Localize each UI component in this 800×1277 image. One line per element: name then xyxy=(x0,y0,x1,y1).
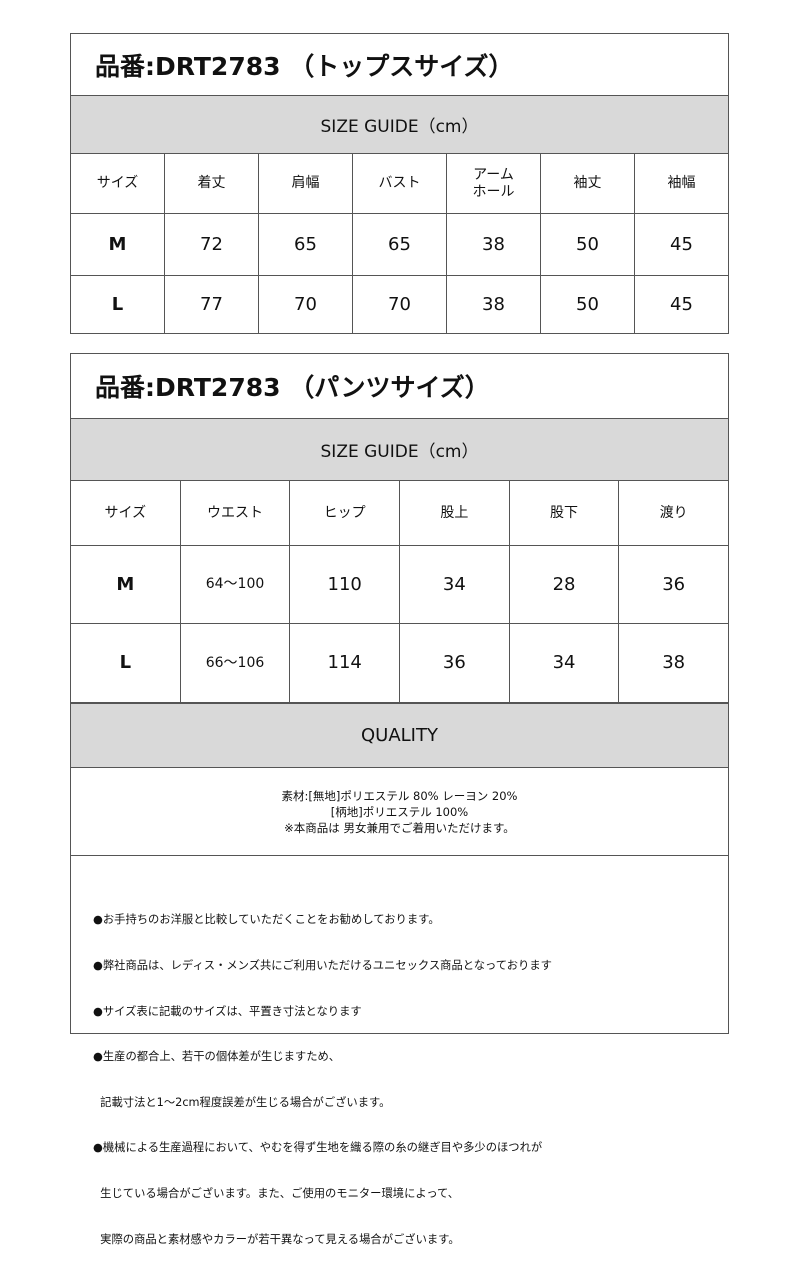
notes: ●お手持ちのお洋服と比較していただくことをお勧めしております。 ●弊社商品は、レ… xyxy=(71,856,728,1277)
note-line: 記載寸法と1～2cm程度誤差が生じる場合がございます。 xyxy=(93,1095,391,1109)
note-line: ●弊社商品は、レディス・メンズ共にご利用いただけるユニセックス商品となっておりま… xyxy=(93,959,552,973)
table-cell: 38 xyxy=(447,276,541,334)
pants-title: 品番:DRT2783 （パンツサイズ） xyxy=(71,354,728,419)
note-line: 生じている場合がございます。また、ご使用のモニター環境によって、 xyxy=(93,1187,460,1201)
header-cell: バスト xyxy=(353,154,447,213)
table-cell: 114 xyxy=(290,624,401,702)
header-cell: アーム ホール xyxy=(447,154,541,213)
table-cell: 36 xyxy=(662,573,686,595)
pants-size-table: 品番:DRT2783 （パンツサイズ） SIZE GUIDE（cm） サイズ ウ… xyxy=(70,353,729,1246)
header-cell: 渡り xyxy=(659,504,688,521)
header-cell: サイズ xyxy=(71,481,181,545)
header-cell: 股下 xyxy=(510,481,620,545)
table-cell: 66～106 xyxy=(181,624,291,702)
header-cell: ウエスト xyxy=(181,481,291,545)
note-line: ●機械による生産過程において、やむを得ず生地を織る際の糸の継ぎ目や多少のほつれが xyxy=(93,1141,543,1155)
size-label: M xyxy=(71,214,165,275)
table-cell: 110 xyxy=(290,546,401,623)
size-label: M xyxy=(71,546,181,623)
table-cell: 64～100 xyxy=(181,546,291,623)
table-cell: 72 xyxy=(165,214,259,275)
note-line: 実際の商品と素材感やカラーが若干異なって見える場合がございます。 xyxy=(93,1232,460,1246)
header-cell: 着丈 xyxy=(165,154,259,213)
header-cell: サイズ xyxy=(71,154,165,213)
header-cell: 袖幅 xyxy=(667,175,696,192)
table-cell: 34 xyxy=(510,624,620,702)
header-cell: 袖丈 xyxy=(541,154,635,213)
table-row: M 64～100 110 34 28 36 xyxy=(71,546,728,624)
quality-info: 素材:[無地]ポリエステル 80% レーヨン 20% [柄地]ポリエステル 10… xyxy=(71,768,728,856)
size-label: L xyxy=(71,276,165,334)
tops-size-guide-heading: SIZE GUIDE（cm） xyxy=(71,96,728,154)
table-cell: 65 xyxy=(353,214,447,275)
table-cell: 70 xyxy=(259,276,353,334)
table-cell: 65 xyxy=(259,214,353,275)
tops-size-table: 品番:DRT2783 （トップスサイズ） SIZE GUIDE（cm） サイズ … xyxy=(70,33,729,334)
note-line: ●サイズ表に記載のサイズは、平置き寸法となります xyxy=(93,1004,362,1018)
pants-size-guide-heading: SIZE GUIDE（cm） xyxy=(71,419,728,481)
table-row: L 66～106 114 36 34 38 xyxy=(71,624,728,703)
table-cell: 77 xyxy=(165,276,259,334)
table-cell: 50 xyxy=(541,276,635,334)
table-row: M 72 65 65 38 50 45 xyxy=(71,214,728,276)
table-cell: 28 xyxy=(510,546,620,623)
table-cell: 45 xyxy=(670,294,693,316)
quality-heading: QUALITY xyxy=(71,703,728,768)
material-line: [柄地]ポリエステル 100% xyxy=(330,804,469,819)
header-cell: 股上 xyxy=(400,481,510,545)
size-label: L xyxy=(71,624,181,702)
table-row: L 77 70 70 38 50 45 xyxy=(71,276,728,334)
tops-title: 品番:DRT2783 （トップスサイズ） xyxy=(71,34,728,96)
table-cell: 45 xyxy=(670,233,693,255)
header-cell: 肩幅 xyxy=(259,154,353,213)
table-cell: 70 xyxy=(353,276,447,334)
header-cell: ヒップ xyxy=(290,481,401,545)
note-line: ●生産の都合上、若干の個体差が生じますため、 xyxy=(93,1050,341,1064)
table-cell: 34 xyxy=(400,546,510,623)
unisex-note: ※本商品は 男女兼用でご着用いただけます。 xyxy=(284,820,515,835)
material-line: 素材:[無地]ポリエステル 80% レーヨン 20% xyxy=(281,788,518,803)
table-cell: 38 xyxy=(447,214,541,275)
note-line: ●お手持ちのお洋服と比較していただくことをお勧めしております。 xyxy=(93,913,440,927)
table-cell: 38 xyxy=(662,652,686,674)
table-cell: 36 xyxy=(400,624,510,702)
table-cell: 50 xyxy=(541,214,635,275)
tops-header-row: サイズ 着丈 肩幅 バスト アーム ホール 袖丈 袖幅 xyxy=(71,154,728,214)
pants-header-row: サイズ ウエスト ヒップ 股上 股下 渡り xyxy=(71,481,728,546)
